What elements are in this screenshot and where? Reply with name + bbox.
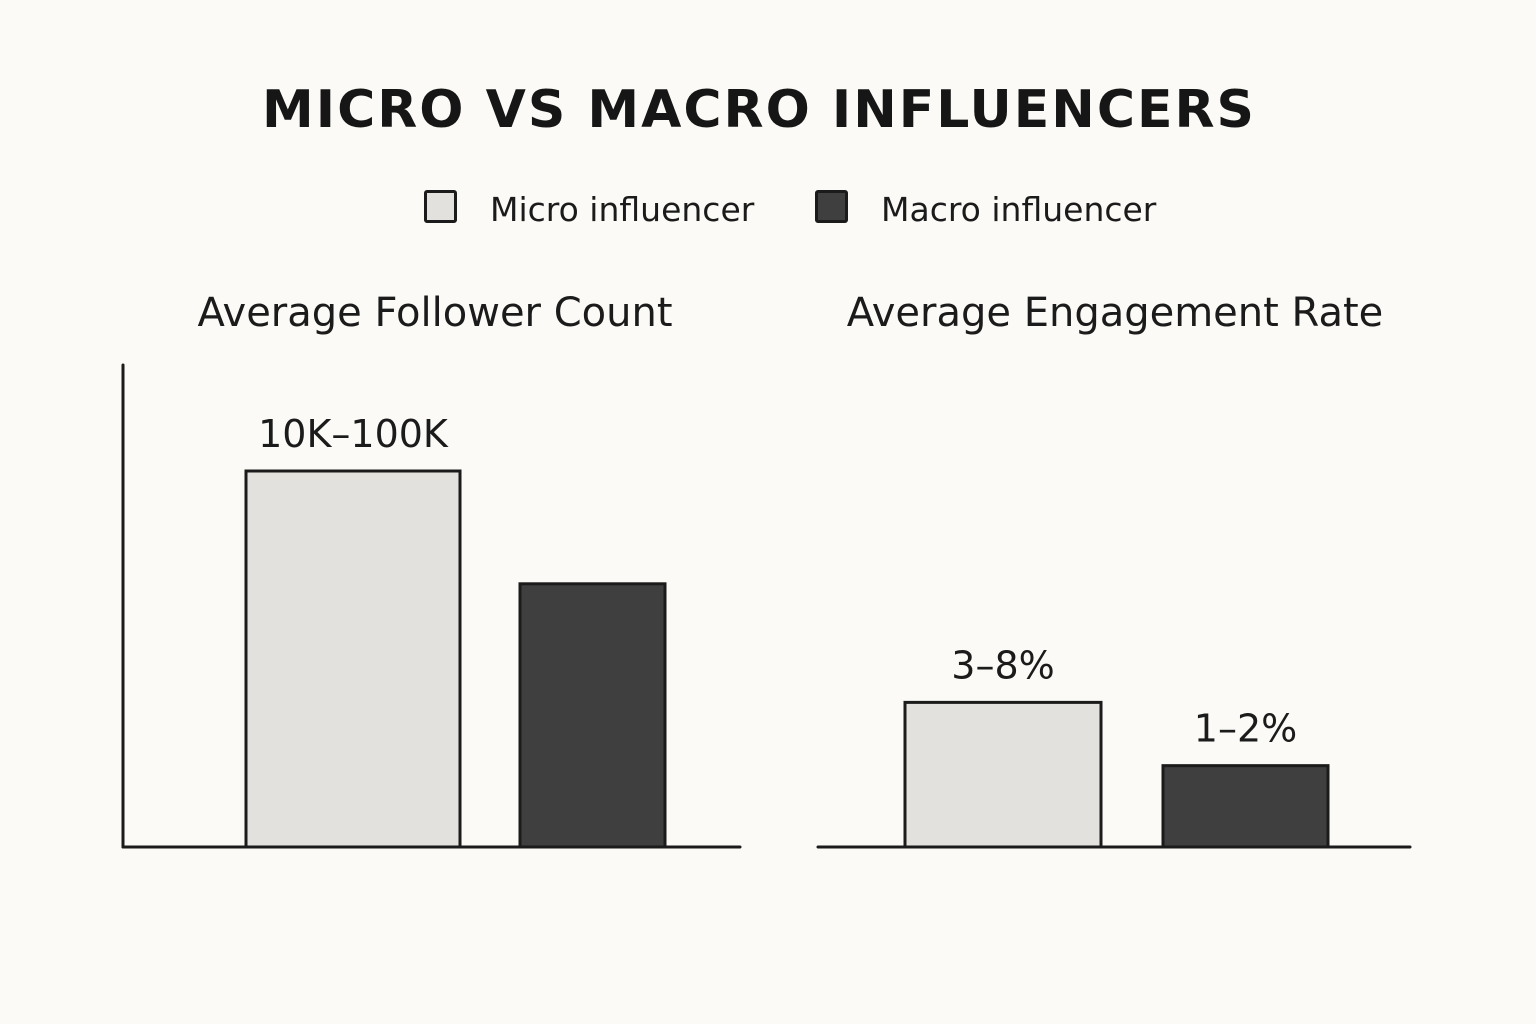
bar-engagement-micro: [903, 700, 1103, 849]
main-title: MICRO VS MACRO INFLUENCERS: [261, 80, 1257, 140]
legend-label-macro: Macro influencer: [881, 190, 1157, 229]
bar-followers-macro: [518, 582, 667, 849]
chart-title-followers: Average Follower Count: [197, 290, 673, 336]
value-label-followers-micro: 10K–100K: [258, 412, 449, 456]
value-label-engagement-macro: 1–2%: [1194, 707, 1297, 751]
legend-swatch-macro: [815, 190, 848, 223]
chart-title-engagement: Average Engagement Rate: [846, 290, 1384, 336]
bar-engagement-macro: [1161, 764, 1330, 849]
bar-followers-micro: [244, 469, 462, 849]
legend-label-micro: Micro influencer: [490, 190, 755, 229]
legend: Micro influencer Macro influencer: [0, 188, 1536, 232]
legend-swatch-micro: [424, 190, 457, 223]
value-label-engagement-micro: 3–8%: [951, 643, 1054, 687]
